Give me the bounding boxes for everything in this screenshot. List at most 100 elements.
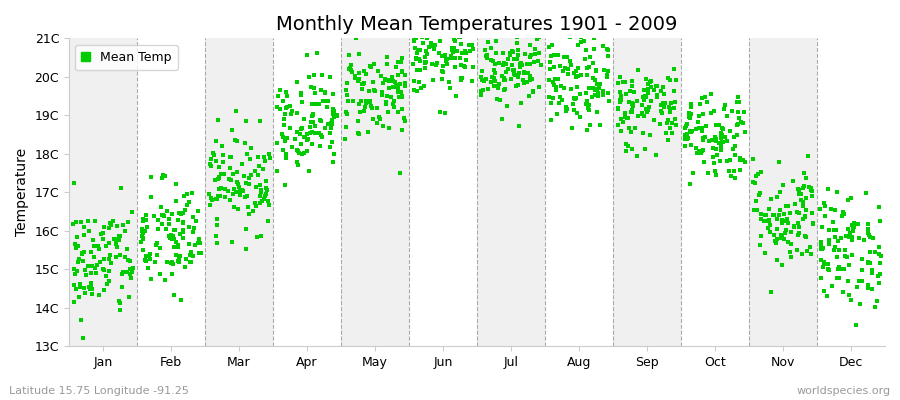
Point (610, 106, 625, 112)
Point (559, 54, 573, 60)
Point (68, 219, 83, 225)
Point (777, 235, 791, 242)
Point (626, 103, 640, 109)
Point (398, 80, 412, 86)
Point (104, 220, 118, 226)
Point (510, 10, 525, 16)
Point (363, 98, 377, 104)
Point (158, 173, 172, 180)
Point (438, 110, 453, 116)
Point (758, 212, 772, 218)
Point (218, 194, 232, 200)
Point (735, 156, 750, 163)
Point (625, 100, 639, 106)
Point (134, 238, 148, 245)
Point (836, 209, 850, 215)
Point (112, 237, 126, 244)
Point (72, 284, 86, 290)
Point (802, 184, 816, 190)
Point (528, 46, 543, 52)
Legend: Mean Temp: Mean Temp (76, 44, 178, 70)
Point (507, 56, 521, 62)
Point (588, 77, 602, 84)
Point (637, 113, 652, 119)
Point (619, 90, 634, 97)
Point (797, 183, 812, 190)
Point (204, 156, 219, 163)
Bar (69, 38, 137, 346)
Point (631, 113, 645, 120)
Point (435, 76, 449, 82)
Point (565, 101, 580, 107)
Point (500, 61, 514, 67)
Point (478, 47, 492, 54)
Point (274, 130, 289, 137)
Point (388, 79, 402, 86)
Point (546, 52, 561, 58)
Point (525, 76, 539, 82)
Point (613, 99, 627, 105)
Point (644, 84, 658, 90)
Point (82, 284, 96, 290)
Point (246, 208, 260, 215)
Point (380, 93, 394, 99)
Point (761, 217, 776, 224)
Point (473, 92, 488, 98)
Point (770, 193, 784, 200)
Point (544, 100, 558, 106)
Point (613, 96, 627, 103)
Point (506, 49, 520, 55)
Point (410, 8, 425, 14)
Point (98, 243, 112, 250)
Point (844, 297, 859, 303)
Point (571, 72, 585, 79)
Point (455, 75, 470, 81)
Point (212, 164, 227, 170)
Point (652, 121, 667, 128)
Point (689, 150, 704, 156)
Point (384, 93, 399, 100)
Point (554, 96, 569, 103)
Point (573, 34, 588, 40)
Point (653, 102, 668, 108)
Point (562, 58, 577, 64)
Point (144, 194, 158, 200)
Point (446, 36, 461, 42)
Point (816, 244, 831, 251)
Point (294, 98, 309, 105)
Point (618, 147, 633, 154)
Point (364, 105, 379, 112)
Point (753, 216, 768, 222)
Point (293, 125, 308, 132)
Point (301, 136, 315, 142)
Point (278, 111, 293, 118)
Point (662, 124, 677, 131)
Point (516, 77, 530, 84)
Point (617, 110, 632, 116)
Point (103, 278, 117, 284)
Point (667, 66, 681, 72)
Point (425, 60, 439, 67)
Point (827, 227, 842, 234)
Point (709, 136, 724, 142)
Point (256, 154, 271, 161)
Point (84, 270, 98, 276)
Point (749, 198, 763, 204)
Point (155, 175, 169, 181)
Point (112, 233, 127, 240)
Point (309, 100, 323, 107)
Point (426, 76, 440, 83)
Point (714, 130, 728, 136)
Point (307, 72, 321, 78)
Point (821, 260, 835, 267)
Point (552, 100, 566, 107)
Point (213, 184, 228, 191)
Point (843, 195, 858, 201)
Point (84, 280, 98, 286)
Point (730, 132, 744, 138)
Point (707, 108, 722, 114)
Point (527, 58, 542, 65)
Point (351, 78, 365, 84)
Point (436, 67, 450, 74)
Point (783, 254, 797, 260)
